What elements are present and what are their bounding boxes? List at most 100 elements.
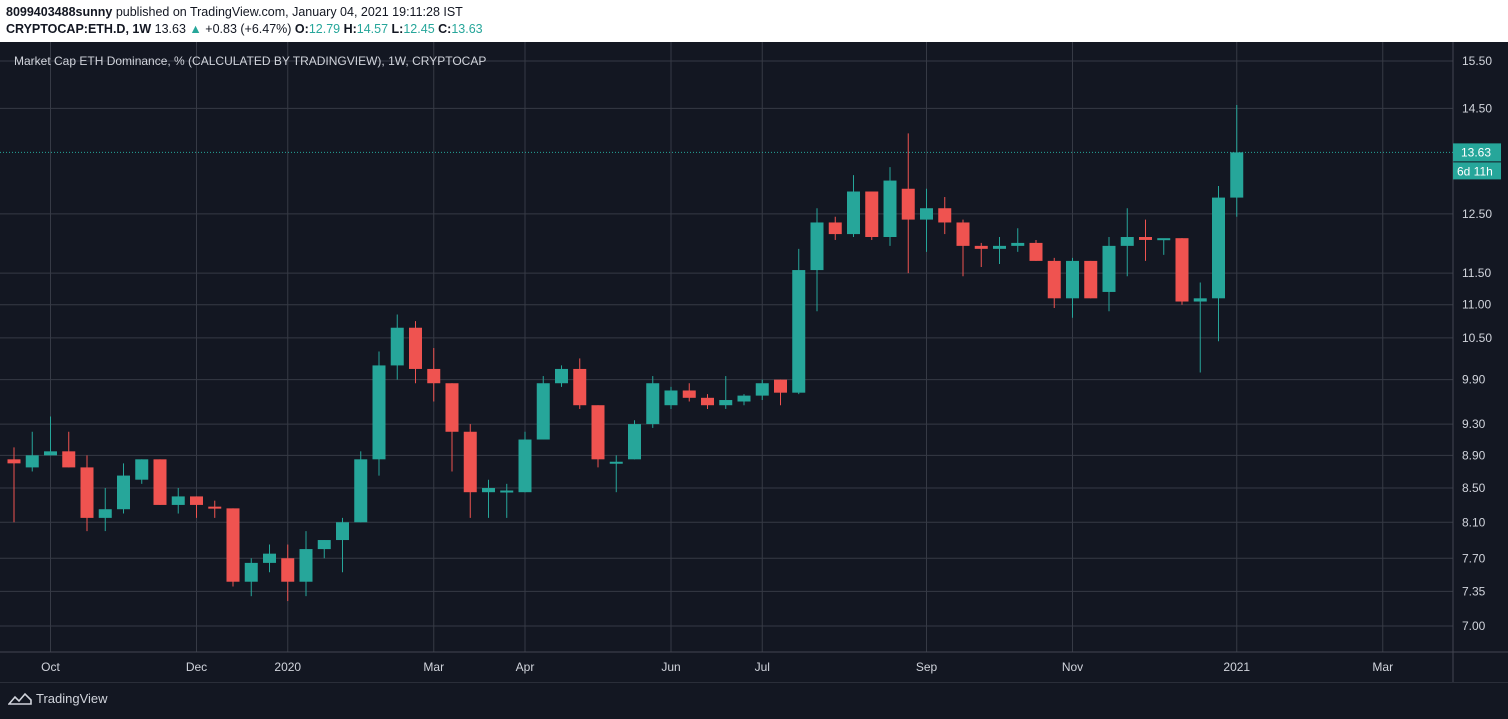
candle[interactable] [25, 431, 39, 472]
candle[interactable] [847, 175, 860, 238]
countdown-tag-bg [1453, 162, 1501, 180]
x-tick-label: Jun [661, 660, 680, 674]
candle[interactable] [865, 191, 879, 240]
candle[interactable] [390, 314, 404, 380]
candle[interactable] [1029, 239, 1043, 261]
candle[interactable] [1193, 282, 1207, 373]
candle[interactable] [445, 383, 459, 472]
candle[interactable] [409, 321, 422, 384]
candle[interactable] [7, 447, 21, 523]
candle[interactable] [135, 459, 149, 484]
candle-body [463, 431, 477, 493]
last-value: 13.63 [154, 22, 186, 36]
candle[interactable] [682, 383, 696, 402]
candle[interactable] [171, 488, 185, 514]
chart-grid [0, 42, 1508, 682]
candle[interactable] [555, 365, 568, 387]
candle[interactable] [628, 420, 641, 460]
candle[interactable] [719, 376, 733, 409]
candle[interactable] [244, 558, 258, 597]
y-tick-label: 14.50 [1462, 101, 1492, 115]
candle[interactable] [573, 358, 587, 409]
candle[interactable] [938, 197, 952, 235]
candle-body [701, 397, 714, 406]
candle[interactable] [463, 424, 477, 518]
low-label: L: [391, 22, 404, 36]
candle[interactable] [299, 531, 313, 597]
candle[interactable] [226, 508, 240, 587]
candle[interactable] [646, 376, 660, 428]
candle[interactable] [1066, 257, 1079, 318]
candle[interactable] [1047, 257, 1061, 308]
candle[interactable] [920, 188, 933, 252]
candle[interactable] [701, 394, 714, 409]
candle[interactable] [281, 544, 295, 602]
candle-body [920, 208, 933, 220]
chart-pane[interactable]: 15.50 14.50 12.50 11.50 11.00 10.50 9.90 9.30 8.… [0, 42, 1508, 682]
candlestick-chart[interactable]: 15.50 14.50 12.50 11.50 11.00 10.50 9.90 9.30 8.… [0, 42, 1508, 682]
tradingview-logo[interactable]: TradingView [8, 691, 108, 706]
candle[interactable] [609, 455, 623, 493]
candle-body [591, 405, 605, 460]
candle[interactable] [901, 133, 915, 274]
candle[interactable] [828, 216, 842, 240]
candle-body [719, 400, 733, 406]
candle[interactable] [956, 219, 970, 277]
candle-body [354, 459, 368, 523]
candle[interactable] [354, 451, 368, 523]
author-name[interactable]: 8099403488sunny [6, 5, 113, 19]
candle[interactable] [1084, 260, 1098, 299]
x-tick-label: Jul [755, 660, 770, 674]
candle-body [208, 506, 222, 509]
candle[interactable] [372, 351, 386, 476]
tradingview-logo-icon [8, 692, 32, 705]
candle[interactable] [737, 394, 751, 406]
candle[interactable] [536, 376, 550, 440]
candle[interactable] [263, 544, 276, 573]
candle[interactable] [1230, 104, 1244, 217]
candle-body [427, 368, 441, 384]
candle[interactable] [591, 405, 605, 468]
candle[interactable] [336, 517, 349, 573]
candle[interactable] [810, 208, 824, 312]
candle-body [336, 522, 349, 541]
candle-body [555, 368, 568, 384]
y-tick-label: 9.90 [1462, 373, 1486, 387]
candle[interactable] [1102, 237, 1116, 312]
candle-body [792, 270, 806, 393]
published-text: published on TradingView.com, January 04… [115, 5, 463, 19]
candle-body [956, 222, 970, 246]
candle[interactable] [1011, 228, 1025, 252]
candle[interactable] [974, 242, 988, 268]
candle[interactable] [755, 379, 769, 401]
candle-body [153, 459, 167, 505]
candle[interactable] [153, 459, 167, 505]
candle[interactable] [664, 386, 678, 409]
open-label: O: [294, 22, 309, 36]
candle[interactable] [98, 488, 112, 532]
high-label: H: [343, 22, 357, 36]
close-label: C: [438, 22, 452, 36]
candle[interactable] [993, 237, 1006, 264]
candle[interactable] [208, 500, 222, 518]
candle[interactable] [80, 455, 94, 532]
candle[interactable] [482, 479, 495, 518]
candle[interactable] [44, 416, 57, 456]
candle[interactable] [117, 463, 130, 514]
candle[interactable] [792, 248, 806, 395]
candle[interactable] [518, 431, 532, 493]
candle[interactable] [427, 348, 441, 402]
candle[interactable] [1157, 238, 1171, 255]
candle[interactable] [62, 431, 76, 468]
candle[interactable] [1175, 238, 1189, 305]
candle[interactable] [317, 540, 331, 559]
candle[interactable] [1212, 186, 1225, 342]
candle[interactable] [1139, 219, 1152, 261]
candle[interactable] [883, 167, 897, 246]
candle[interactable] [774, 379, 787, 406]
candle-body [299, 549, 313, 582]
candle[interactable] [1120, 208, 1134, 277]
candle-body [664, 390, 678, 406]
candle[interactable] [500, 483, 514, 518]
candle[interactable] [190, 496, 203, 518]
